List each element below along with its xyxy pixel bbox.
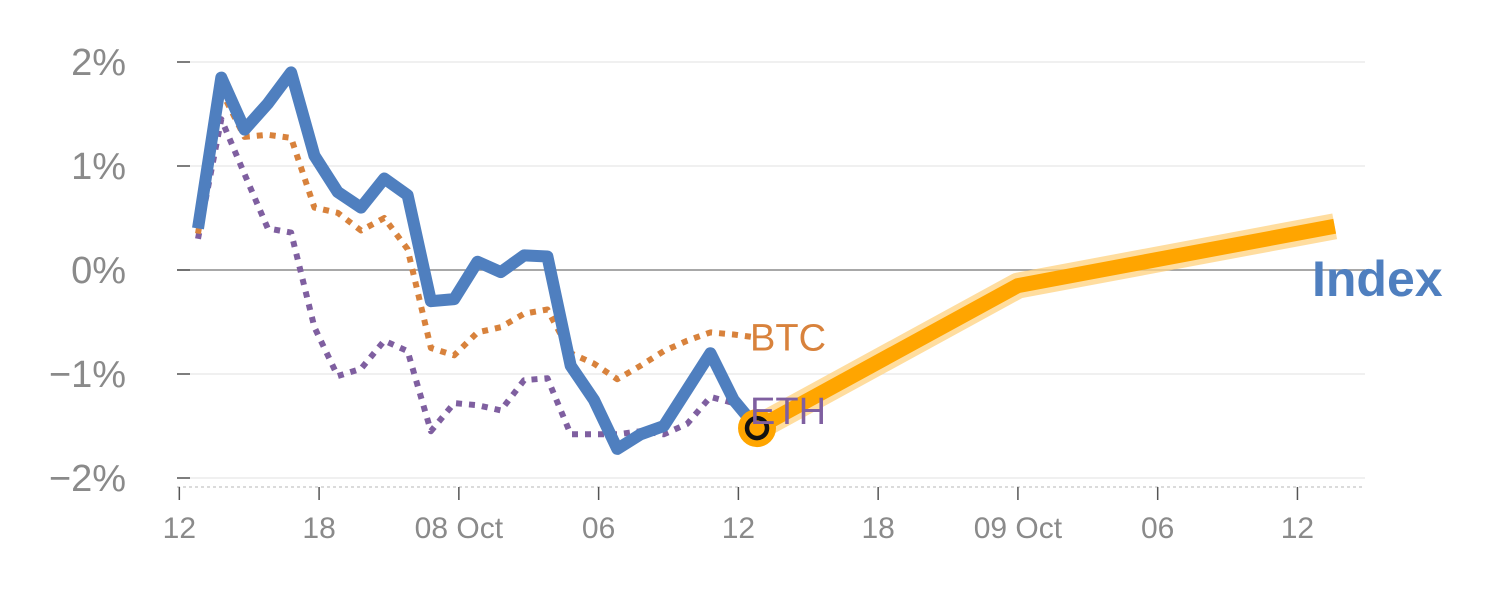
grid-layer xyxy=(177,61,1365,479)
marker-layer xyxy=(738,409,777,448)
x-tick-label: 06 xyxy=(1141,512,1174,545)
x-tick-label: 18 xyxy=(861,512,894,545)
y-tick-label: 1% xyxy=(71,146,126,188)
join-marker-ring xyxy=(744,415,770,441)
x-tick-label: 06 xyxy=(582,512,615,545)
x-tick-label: 08 Oct xyxy=(415,512,504,545)
x-tick-label: 12 xyxy=(163,512,196,545)
y-tick-label: −1% xyxy=(49,354,126,396)
index-label: Index xyxy=(1312,251,1443,307)
y-tick-label: 2% xyxy=(71,42,126,84)
y-tick-label: 0% xyxy=(71,250,126,292)
x-tick-label: 12 xyxy=(722,512,755,545)
y-tick-label: −2% xyxy=(49,458,126,500)
eth-label: ETH xyxy=(750,391,826,433)
series-layer xyxy=(192,66,1338,455)
forecast-line xyxy=(753,218,1337,435)
x-tick-label: 12 xyxy=(1281,512,1314,545)
x-tick-label: 18 xyxy=(302,512,335,545)
label-layer: BTC ETH Index xyxy=(750,251,1443,433)
join-marker-outer xyxy=(738,409,777,448)
btc-line xyxy=(195,88,758,383)
axis-layer: 2% 1% 0% −1% −2% 12 18 08 Oct 06 12 18 09 Oct 06 12 xyxy=(49,42,1365,545)
x-tick-label: 09 Oct xyxy=(974,512,1063,545)
eth-line xyxy=(195,116,760,438)
forecast-halo xyxy=(750,213,1338,440)
index-line xyxy=(192,66,762,455)
btc-label: BTC xyxy=(750,318,826,360)
